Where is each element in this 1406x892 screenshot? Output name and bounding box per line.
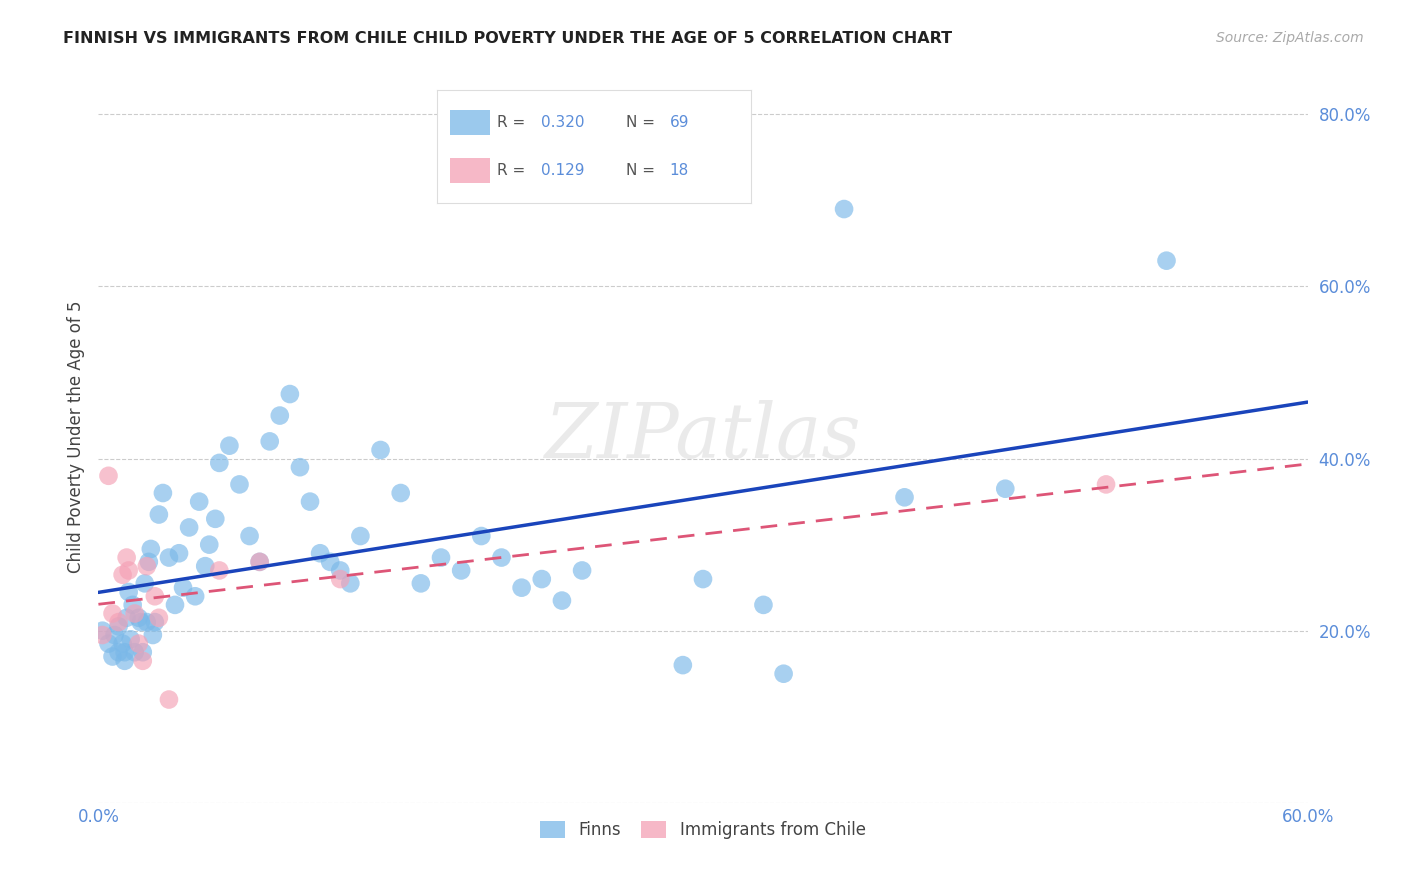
Point: [278, 387, 301, 401]
Point: [450, 564, 472, 578]
Point: [269, 409, 291, 423]
Point: [184, 589, 207, 603]
Point: [179, 520, 201, 534]
Point: [329, 572, 352, 586]
Point: [128, 611, 150, 625]
Point: [349, 529, 371, 543]
Point: [115, 550, 138, 565]
Point: [530, 572, 553, 586]
Point: [172, 581, 194, 595]
Point: [107, 615, 129, 629]
Point: [120, 632, 142, 647]
Point: [163, 598, 186, 612]
Point: [551, 593, 574, 607]
Point: [135, 559, 157, 574]
Point: [97, 637, 120, 651]
Point: [339, 576, 361, 591]
Point: [752, 598, 775, 612]
Point: [128, 637, 150, 651]
Point: [111, 567, 134, 582]
Point: [157, 550, 180, 565]
Point: [218, 439, 240, 453]
Point: [114, 654, 136, 668]
Point: [204, 512, 226, 526]
Point: [114, 645, 136, 659]
Point: [672, 658, 695, 673]
Point: [299, 494, 322, 508]
Point: [893, 491, 915, 505]
Point: [124, 645, 146, 659]
Point: [239, 529, 262, 543]
Point: [143, 615, 166, 629]
Point: [152, 486, 174, 500]
Point: [228, 477, 250, 491]
Point: [194, 559, 217, 574]
Point: [198, 538, 221, 552]
Point: [319, 555, 342, 569]
Point: [121, 598, 143, 612]
Point: [124, 607, 146, 621]
Point: [129, 615, 152, 629]
Text: FINNISH VS IMMIGRANTS FROM CHILE CHILD POVERTY UNDER THE AGE OF 5 CORRELATION CH: FINNISH VS IMMIGRANTS FROM CHILE CHILD P…: [63, 31, 952, 46]
Text: Source: ZipAtlas.com: Source: ZipAtlas.com: [1216, 31, 1364, 45]
Point: [91, 628, 114, 642]
Point: [188, 494, 211, 508]
Point: [138, 555, 160, 569]
Point: [389, 486, 412, 500]
Point: [510, 581, 533, 595]
Point: [132, 654, 155, 668]
Point: [157, 692, 180, 706]
Point: [103, 628, 125, 642]
Point: [259, 434, 281, 449]
Point: [571, 564, 593, 578]
Point: [167, 546, 190, 560]
Legend: Finns, Immigrants from Chile: Finns, Immigrants from Chile: [534, 814, 872, 846]
Point: [208, 564, 231, 578]
Point: [91, 624, 114, 638]
Point: [430, 550, 453, 565]
Point: [249, 555, 271, 569]
Text: ZIPatlas: ZIPatlas: [544, 401, 862, 474]
Point: [101, 607, 124, 621]
Point: [994, 482, 1017, 496]
Point: [692, 572, 714, 586]
Point: [249, 555, 271, 569]
Point: [118, 585, 141, 599]
Point: [1095, 477, 1118, 491]
Point: [101, 649, 124, 664]
Point: [118, 564, 141, 578]
Point: [97, 468, 120, 483]
Point: [135, 615, 157, 629]
Point: [491, 550, 513, 565]
Point: [143, 589, 166, 603]
Point: [111, 637, 134, 651]
Y-axis label: Child Poverty Under the Age of 5: Child Poverty Under the Age of 5: [66, 301, 84, 574]
Point: [134, 576, 156, 591]
Point: [115, 611, 138, 625]
Point: [148, 508, 170, 522]
Point: [107, 619, 129, 633]
Point: [309, 546, 332, 560]
Point: [1156, 253, 1178, 268]
Point: [148, 611, 170, 625]
Point: [208, 456, 231, 470]
Point: [370, 442, 392, 457]
Point: [139, 541, 162, 556]
Point: [772, 666, 794, 681]
Point: [132, 645, 155, 659]
Point: [832, 202, 855, 216]
Point: [107, 645, 129, 659]
Point: [288, 460, 311, 475]
Point: [470, 529, 492, 543]
Point: [329, 564, 352, 578]
Point: [142, 628, 165, 642]
Point: [409, 576, 432, 591]
